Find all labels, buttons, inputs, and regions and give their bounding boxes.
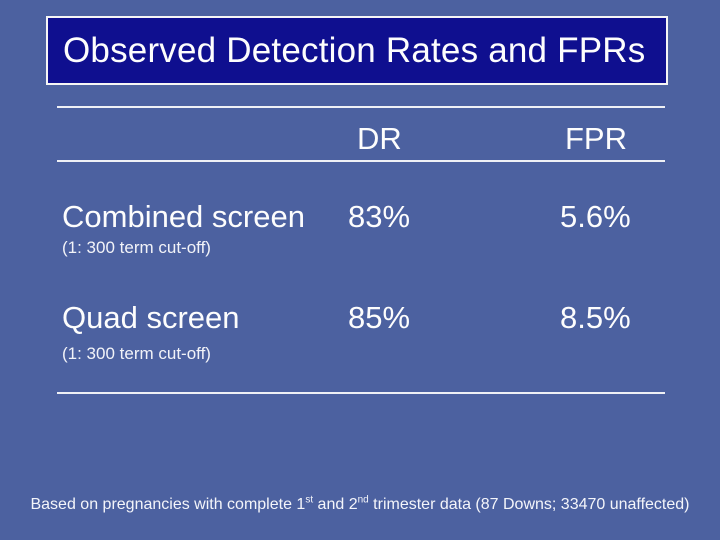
footnote-sup-nd: nd [357, 494, 369, 506]
row-value-quad-fpr: 8.5% [560, 300, 631, 335]
slide-title: Observed Detection Rates and FPRs [63, 30, 646, 70]
table-bottom-rule [57, 392, 665, 394]
footnote-text-1: Based on pregnancies with complete 1 [30, 496, 306, 513]
footnote-text-3: trimester data (87 Downs; 33470 unaffect… [368, 496, 690, 513]
column-header-dr: DR [357, 121, 402, 156]
table-header-rule [57, 160, 665, 162]
row-label-quad-screen: Quad screen [62, 300, 240, 335]
table-top-rule [57, 106, 665, 108]
slide-title-box: Observed Detection Rates and FPRs [46, 16, 668, 85]
row-note-quad-cutoff: (1: 300 term cut-off) [62, 344, 211, 363]
row-note-combined-cutoff: (1: 300 term cut-off) [62, 238, 211, 257]
footnote: Based on pregnancies with complete 1st a… [0, 494, 720, 514]
footnote-text-2: and 2 [313, 496, 358, 513]
row-label-combined-screen: Combined screen [62, 199, 305, 234]
row-value-combined-fpr: 5.6% [560, 199, 631, 234]
footnote-sup-st: st [305, 494, 314, 506]
row-value-combined-dr: 83% [348, 199, 411, 234]
column-header-fpr: FPR [565, 121, 627, 156]
row-value-quad-dr: 85% [348, 300, 411, 335]
